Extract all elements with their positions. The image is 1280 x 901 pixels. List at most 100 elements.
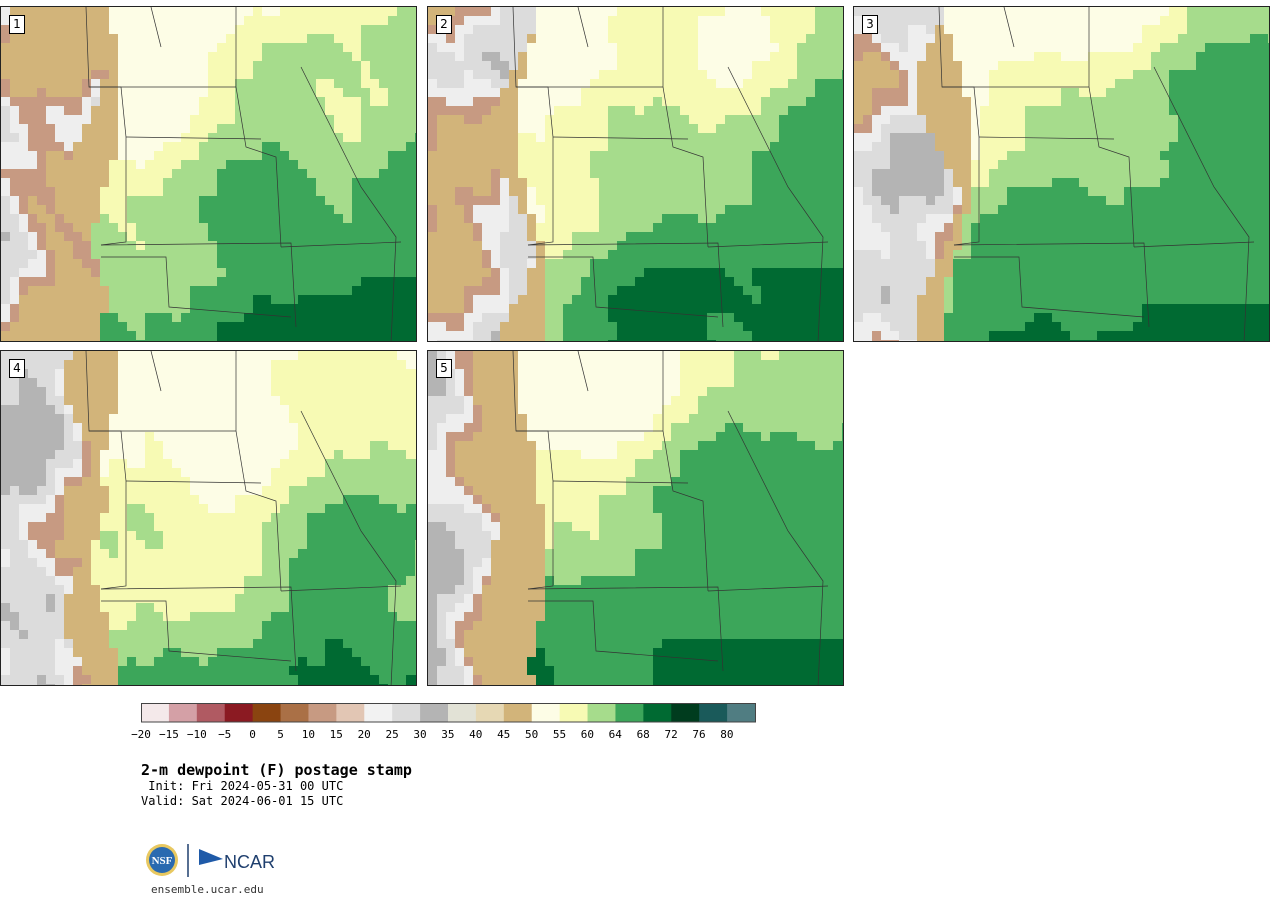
ncar-logo-text: NCAR [224,852,274,872]
nsf-logo-text: NSF [152,855,173,867]
state-boundary [125,480,262,484]
state-boundary [527,586,724,672]
website-url: ensemble.ucar.edu [151,883,264,896]
colorbar-tick-label: −10 [186,728,207,741]
state-boundary [101,600,292,662]
colorbar-swatch [699,703,728,722]
colorbar-tick-label: 10 [301,728,316,741]
dewpoint-map [428,7,843,341]
colorbar-swatch [587,703,616,722]
state-boundary [707,241,829,248]
colorbar-swatch [364,703,393,722]
state-boundary [954,256,1145,318]
colorbar-swatch [392,703,421,722]
colorbar-swatch [280,703,309,722]
state-boundary [300,410,397,685]
state-boundary [727,66,824,341]
colorbar-tick-label: 50 [524,728,539,741]
colorbar-swatch [420,703,449,722]
state-boundary [100,586,297,672]
colorbar-swatch [168,703,198,722]
state-boundary [125,136,262,140]
state-boundary [101,256,292,318]
colorbar-tick-label: 40 [469,728,483,741]
colorbar-tick-label: 30 [413,728,427,741]
state-boundary [85,7,127,246]
state-boundary [85,351,127,590]
colorbar-swatch [224,703,254,722]
dewpoint-map [1,7,416,341]
map-panel-1: 1 [0,6,417,342]
state-boundary [235,86,282,248]
state-boundary [527,242,724,328]
colorbar-tick-label: 45 [497,728,511,741]
colorbar-tick-label: −15 [158,728,179,741]
colorbar-swatch [475,703,505,722]
state-boundary [280,585,402,592]
state-boundary [150,7,162,48]
ncar-logo-icon [199,849,223,865]
map-panel-2: 2 [427,6,844,342]
panel-number: 4 [9,359,25,378]
colorbar-swatch [643,703,672,722]
state-boundary [978,136,1115,140]
state-boundary [1003,7,1015,48]
state-boundary [150,351,162,392]
colorbar-tick-label: 35 [441,728,455,741]
colorbar-swatch [503,703,533,722]
state-boundary [512,7,554,246]
colorbar-tick-label: −5 [218,728,232,741]
state-boundary [727,410,824,685]
colorbar-tick-label: 25 [385,728,399,741]
colorbar-swatch [252,703,282,722]
colorbar-swatch [531,703,561,722]
colorbar-tick-label: 60 [580,728,595,741]
state-boundary [1133,241,1255,248]
state-boundary [577,7,589,48]
state-boundary [552,136,689,140]
colorbar-swatch [448,703,477,722]
nsf-ncar-logo: NSF NCAR [146,844,275,877]
state-boundary [707,585,829,592]
state-boundary [1153,66,1250,341]
state-boundary [938,7,980,246]
colorbar-swatch [727,703,756,722]
colorbar-swatch [196,703,226,722]
state-boundary [280,241,402,248]
chart-title: 2-m dewpoint (F) postage stamp [141,761,412,779]
colorbar-tick-label: 72 [664,728,678,741]
colorbar-tick-label: 5 [277,728,284,741]
state-boundary [100,242,297,328]
logos: NSF NCAR [144,843,275,883]
valid-time: Valid: Sat 2024-06-01 15 UTC [141,794,344,808]
colorbar-swatch [336,703,365,722]
state-boundary [1088,86,1135,248]
colorbar-swatch [559,703,589,722]
state-boundary [662,430,709,592]
colorbar-frame [141,703,756,723]
dewpoint-map [1,351,416,685]
map-panel-4: 4 [0,350,417,686]
colorbar-tick-label: 68 [636,728,650,741]
colorbar-swatch [615,703,644,722]
state-boundary [577,351,589,392]
colorbar-tick-label: 20 [357,728,371,741]
dewpoint-map [854,7,1269,341]
state-boundary [528,256,719,318]
panel-number: 5 [436,359,452,378]
colorbar-swatch [671,703,700,722]
state-boundary [528,600,719,662]
colorbar-tick-label: 15 [329,728,343,741]
state-boundary [953,242,1150,328]
map-panel-3: 3 [853,6,1270,342]
panel-number: 2 [436,15,452,34]
colorbar [141,703,756,723]
colorbar-tick-label: 64 [608,728,622,741]
map-panel-5: 5 [427,350,844,686]
state-boundary [552,480,689,484]
state-boundary [300,66,397,341]
colorbar-swatch [141,703,170,722]
colorbar-tick-label: 80 [720,728,734,741]
colorbar-tick-label: 55 [552,728,567,741]
panel-number: 1 [9,15,25,34]
